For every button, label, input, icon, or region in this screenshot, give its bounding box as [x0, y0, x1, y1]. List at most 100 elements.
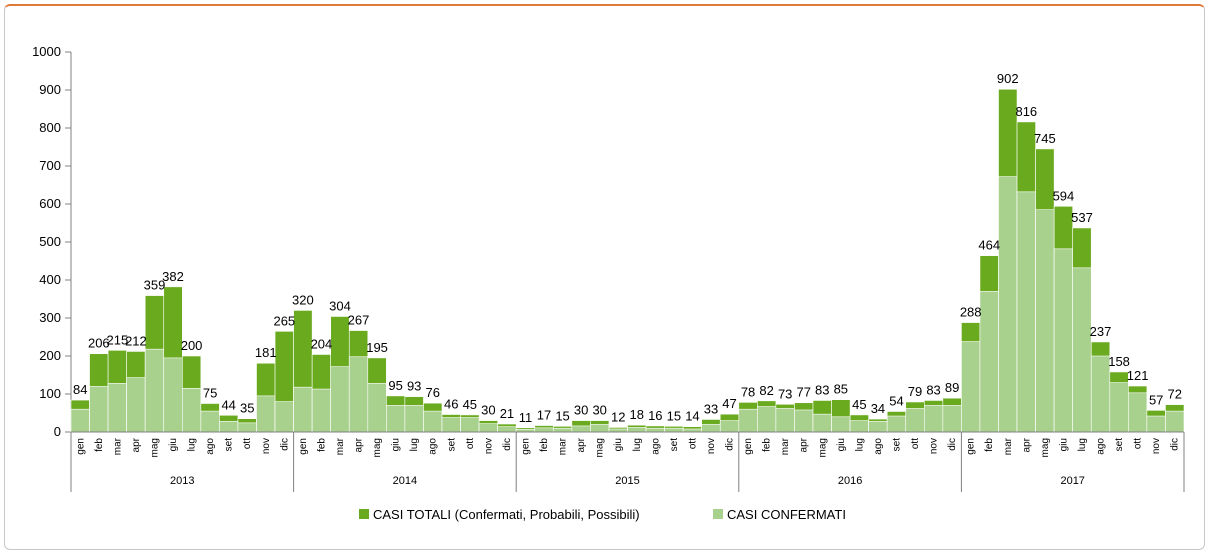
bar-confirmed	[1053, 248, 1074, 433]
data-label: 17	[537, 408, 551, 423]
y-tick-label: 800	[39, 120, 61, 135]
data-label: 44	[221, 397, 235, 412]
x-tick-label: mar	[780, 437, 791, 455]
data-label: 45	[463, 397, 477, 412]
x-tick-label: mar	[335, 437, 346, 455]
y-tick-label: 0	[54, 424, 61, 439]
x-tick-label: ago	[205, 438, 216, 455]
data-label: 200	[181, 338, 203, 353]
x-tick-label: lug	[187, 438, 198, 451]
x-tick-label: feb	[94, 438, 105, 452]
data-label: 77	[796, 385, 810, 400]
bar-confirmed	[256, 395, 276, 433]
data-label: 82	[759, 383, 773, 398]
x-tick-label: apr	[131, 437, 142, 452]
bar-confirmed	[478, 423, 498, 433]
data-label: 11	[519, 410, 533, 425]
y-axis: 0 100 200 300 400 500 600 700 800 900 1000	[32, 44, 72, 439]
x-tick-label: dic	[502, 438, 513, 451]
bar-confirmed	[182, 387, 202, 433]
x-tick-label: gen	[966, 438, 977, 455]
data-label: 816	[1015, 104, 1037, 119]
bar-confirmed	[237, 422, 257, 433]
data-label: 158	[1108, 354, 1130, 369]
bar-confirmed	[311, 388, 331, 433]
data-label: 121	[1127, 368, 1149, 383]
x-tick-label: nov	[929, 438, 940, 454]
bar-confirmed	[367, 383, 387, 433]
legend-entry: CASI CONFERMATI	[727, 507, 846, 522]
data-label: 204	[311, 336, 333, 351]
data-label: 72	[1167, 387, 1181, 402]
x-tick-label: feb	[762, 438, 773, 452]
bar-confirmed	[794, 409, 814, 433]
x-tick-label: giu	[836, 438, 847, 451]
bar-confirmed	[1165, 410, 1185, 433]
data-label: 30	[481, 403, 495, 418]
data-label: 73	[778, 386, 792, 401]
year-label: 2017	[1060, 475, 1084, 487]
bar-confirmed	[89, 386, 109, 433]
bar-confirmed	[664, 427, 684, 433]
bar-confirmed	[1146, 415, 1166, 433]
bar-confirmed	[441, 417, 461, 433]
bar-confirmed	[534, 427, 554, 433]
y-tick-label: 600	[39, 196, 61, 211]
x-tick-label: gen	[75, 438, 86, 455]
data-label: 16	[648, 408, 662, 423]
x-tick-label: ott	[687, 438, 698, 449]
y-tick-label: 1000	[32, 44, 61, 59]
x-tick-label: lug	[409, 438, 420, 451]
bar-confirmed	[1072, 267, 1092, 433]
data-label: 78	[741, 384, 755, 399]
data-label: 93	[407, 379, 421, 394]
data-label: 304	[329, 298, 351, 313]
data-label: 30	[592, 403, 606, 418]
data-label: 745	[1034, 131, 1056, 146]
data-label: 15	[555, 408, 569, 423]
data-label: 35	[240, 401, 254, 416]
bar-confirmed	[200, 410, 220, 433]
x-tick-label: giu	[391, 438, 402, 451]
x-tick-label: set	[669, 438, 680, 452]
x-tick-label: mar	[112, 437, 123, 455]
x-tick-label: lug	[854, 438, 865, 451]
x-tick-label: dic	[947, 438, 958, 451]
bar-confirmed	[645, 427, 665, 433]
data-label: 537	[1071, 210, 1093, 225]
x-tick-label: nov	[483, 438, 494, 454]
x-tick-label: ott	[465, 438, 476, 449]
bars	[70, 88, 1185, 433]
x-tick-label: set	[446, 438, 457, 452]
year-label: 2014	[393, 475, 417, 487]
data-label: 464	[978, 238, 1000, 253]
bar-confirmed	[831, 416, 851, 433]
year-label: 2013	[170, 475, 194, 487]
data-label: 320	[292, 292, 314, 307]
x-tick-label: set	[891, 438, 902, 452]
bar-confirmed	[942, 405, 962, 433]
bar-confirmed	[330, 366, 350, 433]
x-tick-label: mag	[149, 438, 160, 457]
bar-confirmed	[274, 401, 294, 433]
x-tick-label: gen	[298, 438, 309, 455]
bar-confirmed	[293, 386, 313, 433]
bar-confirmed	[886, 415, 907, 433]
x-tick-label: gen	[520, 438, 531, 455]
data-label: 181	[255, 345, 277, 360]
data-label: 12	[611, 409, 625, 424]
x-tick-label: mag	[372, 438, 383, 457]
data-label: 594	[1053, 188, 1075, 203]
bar-confirmed	[627, 427, 647, 433]
data-label: 265	[273, 313, 295, 328]
bar-confirmed	[70, 408, 90, 433]
bar-confirmed	[163, 357, 183, 433]
bar-confirmed	[1128, 392, 1148, 433]
x-tick-label: set	[224, 438, 235, 452]
data-label: 54	[889, 393, 903, 408]
y-tick-label: 700	[39, 158, 61, 173]
data-label: 84	[73, 382, 87, 397]
bar-confirmed	[1090, 355, 1111, 433]
data-label: 215	[107, 332, 129, 347]
